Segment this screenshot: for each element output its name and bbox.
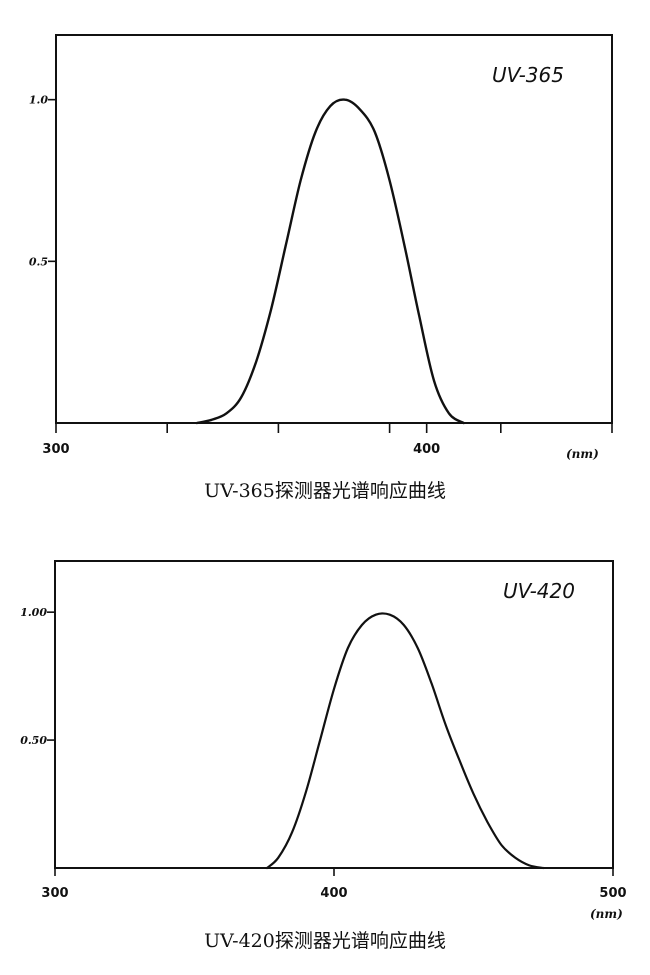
x-unit-label-uv420: (nm) [590,907,623,921]
plot-frame-uv420 [54,560,614,869]
y-ticks-uv420: 1.00 0.50 [20,606,55,747]
x-tick-labels-uv420: 300 400 500 [41,886,626,901]
series-label-uv420: UV-420 [503,579,575,603]
chart-uv420: UV-420 300 400 500 1.00 0.50 (nm) [20,560,627,921]
plot-frame-uv365 [55,34,613,424]
response-curve-uv365 [195,98,465,425]
x-tick-label-uv420-300: 300 [41,886,68,901]
response-curve-uv420 [265,612,545,870]
x-tick-label-uv365-300: 300 [42,442,69,457]
x-tick-labels-uv365: 300 400 [42,442,440,457]
series-label-uv365: UV-365 [492,63,564,87]
x-ticks-uv365 [55,423,613,433]
y-tick-label-uv365-1.0: 1.0 [29,94,48,107]
caption-uv365: UV-365探测器光谱响应曲线 [204,480,446,502]
y-tick-label-uv420-1.00: 1.00 [20,606,47,619]
y-tick-label-uv365-0.5: 0.5 [29,255,48,268]
x-tick-label-uv365-400: 400 [413,442,440,457]
x-ticks-uv420 [54,868,614,876]
x-tick-label-uv420-400: 400 [320,886,347,901]
caption-uv420: UV-420探测器光谱响应曲线 [204,930,446,952]
x-tick-label-uv420-500: 500 [599,886,626,901]
y-ticks-uv365: 1.0 0.5 [29,94,56,268]
x-unit-label-uv365: (nm) [566,447,599,461]
y-tick-label-uv420-0.50: 0.50 [20,734,47,747]
chart-uv365: UV-365 300 400 1.0 0.5 (nm) [29,34,613,461]
